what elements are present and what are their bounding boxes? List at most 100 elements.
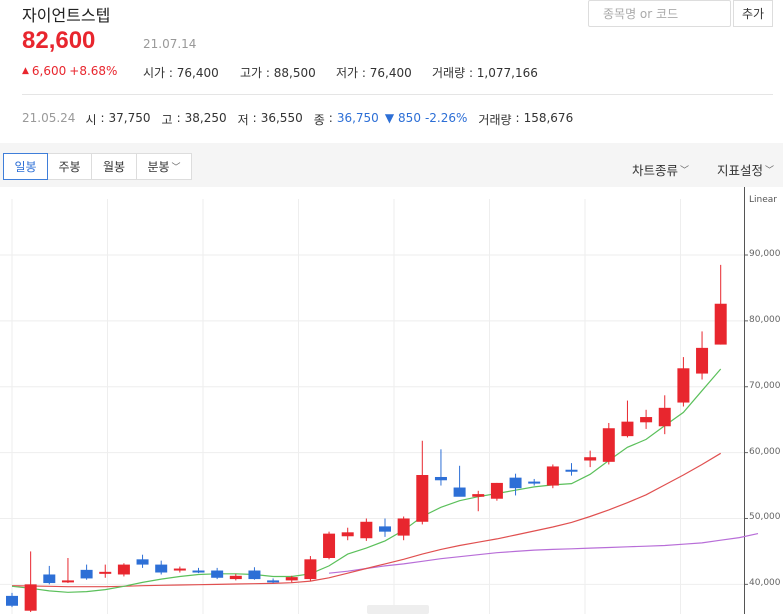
candlestick-chart[interactable]: Linear 40,000 50,000 60,000 70,000 80,000 90,…	[0, 187, 783, 614]
header-divider	[22, 94, 773, 95]
stat-volume-value: 1,077,166	[476, 66, 538, 80]
candle-body	[211, 570, 224, 578]
candle-body	[565, 469, 578, 472]
prev-high: 38,250	[184, 111, 227, 125]
tab-minute-label: 분봉	[147, 160, 170, 174]
indicator-settings-label: 지표설정	[717, 163, 764, 178]
candle-body	[192, 570, 205, 573]
scale-mode-label[interactable]: Linear	[749, 195, 777, 205]
price-change: ▲ 6,600 +8.68%	[22, 64, 117, 78]
candle-body	[621, 421, 634, 437]
candle-body	[714, 303, 727, 345]
prev-low-label: 저	[237, 113, 249, 127]
prev-close: 36,750	[336, 111, 379, 125]
candle-body	[434, 476, 447, 481]
prev-high-label: 고	[161, 113, 173, 127]
candle-body	[360, 521, 373, 539]
candle-body	[528, 481, 541, 484]
period-tabs: 일봉 주봉 월봉 분봉 ﹀	[3, 153, 192, 180]
tab-weekly-label: 주봉	[58, 160, 81, 174]
down-arrow-icon: ▼	[384, 111, 395, 125]
stock-search-box[interactable]	[588, 0, 731, 27]
chevron-down-icon: ﹀	[765, 166, 775, 176]
indicator-settings-dropdown[interactable]: 지표설정 ﹀	[717, 160, 774, 179]
candle-body	[136, 559, 149, 565]
candle-body	[472, 494, 485, 497]
prev-date: 21.05.24	[22, 111, 76, 125]
y-axis-tick-label: 90,000	[749, 248, 781, 259]
candle-body	[24, 584, 37, 611]
stat-high: 고가 : 88,500	[240, 66, 316, 80]
chevron-down-icon: ﹀	[680, 166, 690, 176]
stat-low-value: 76,400	[369, 66, 412, 80]
current-price: 82,600	[22, 27, 96, 54]
stat-low: 저가 : 76,400	[336, 66, 412, 80]
candle-body	[248, 570, 261, 580]
candle-body	[99, 571, 112, 574]
y-axis-tick-label: 50,000	[749, 512, 781, 523]
chart-type-dropdown[interactable]: 차트종류 ﹀	[632, 160, 689, 179]
tab-monthly-label: 월봉	[102, 160, 126, 174]
prev-low: 36,550	[260, 111, 303, 125]
candle-body	[677, 368, 690, 403]
tab-daily[interactable]: 일봉	[3, 153, 48, 180]
chart-scroll-handle[interactable]	[367, 605, 429, 614]
candle-body	[267, 580, 280, 583]
candle-body	[509, 477, 522, 489]
prev-volume: 158,676	[523, 111, 574, 125]
up-arrow-icon: ▲	[22, 66, 29, 76]
stat-open: 시가 : 76,400	[143, 66, 219, 80]
ma20-line	[11, 452, 722, 588]
chart-toolbar: 일봉 주봉 월봉 분봉 ﹀ 차트종류 ﹀ 지표설정 ﹀	[0, 143, 783, 187]
prev-change: 850	[398, 111, 421, 125]
ma5-line	[11, 368, 722, 593]
candle-body	[229, 575, 242, 580]
prev-day-info: 21.05.24 시: 37,750 고: 38,250 저: 36,550 종…	[22, 111, 574, 127]
candle-body	[453, 487, 466, 497]
candle-body	[341, 532, 354, 537]
candle-body	[80, 569, 93, 579]
candle-body	[173, 568, 186, 571]
prev-open-label: 시	[85, 113, 97, 127]
tab-monthly[interactable]: 월봉	[91, 153, 137, 180]
candle-body	[323, 533, 336, 559]
prev-volume-label: 거래량	[478, 113, 512, 127]
chevron-down-icon: ﹀	[171, 163, 181, 173]
stat-volume: 거래량 : 1,077,166	[432, 66, 538, 80]
change-percent: +8.68%	[69, 64, 118, 78]
candle-body	[285, 577, 298, 581]
change-amount: 6,600	[31, 64, 67, 78]
candle-body	[155, 564, 168, 573]
ma60-line	[328, 533, 759, 574]
stat-low-label: 저가	[336, 66, 359, 80]
chart-canvas[interactable]	[0, 187, 783, 614]
stock-name: 자이언트스텝	[22, 6, 111, 25]
add-button[interactable]: 추가	[733, 0, 773, 27]
stat-volume-label: 거래량	[432, 66, 466, 80]
candle-body	[61, 580, 74, 583]
candle-body	[304, 559, 317, 580]
candle-body	[416, 475, 429, 522]
candle-body	[602, 428, 615, 462]
prev-open: 37,750	[108, 111, 151, 125]
candle-body	[43, 574, 56, 584]
y-axis-tick-label: 40,000	[749, 578, 781, 589]
stat-high-label: 고가	[240, 66, 263, 80]
stat-open-value: 76,400	[176, 66, 219, 80]
candle-body	[6, 595, 18, 606]
tab-weekly[interactable]: 주봉	[47, 153, 92, 180]
candle-body	[640, 417, 653, 423]
candle-body	[658, 407, 671, 427]
y-axis-tick-label: 70,000	[749, 380, 781, 391]
candle-body	[490, 482, 503, 499]
candle-body	[379, 526, 391, 532]
stat-high-value: 88,500	[273, 66, 316, 80]
candle-body	[117, 564, 130, 575]
y-axis-tick-label: 60,000	[749, 446, 781, 457]
candle-body	[584, 457, 597, 461]
stat-open-label: 시가	[143, 66, 166, 80]
tab-minute[interactable]: 분봉 ﹀	[136, 153, 192, 180]
candle-body	[696, 347, 709, 374]
price-date: 21.07.14	[143, 37, 197, 51]
stock-search-input[interactable]	[589, 1, 730, 26]
